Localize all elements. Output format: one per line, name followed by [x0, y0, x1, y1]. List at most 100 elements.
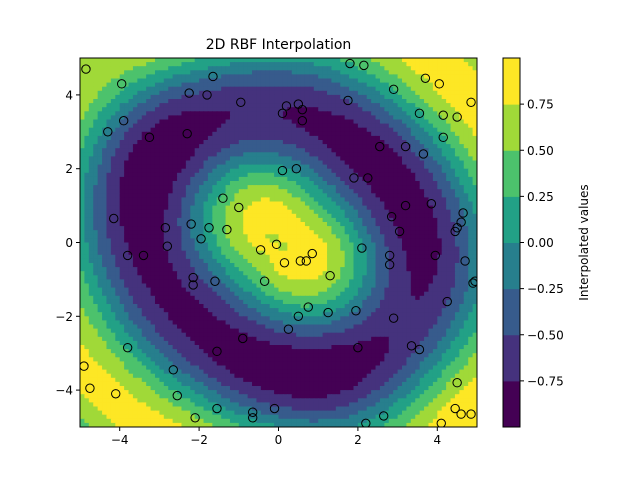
contour-cell — [349, 185, 354, 190]
contour-cell — [168, 128, 173, 133]
contour-cell — [309, 95, 314, 100]
contour-cell — [98, 120, 103, 125]
contour-cell — [265, 222, 270, 227]
contour-cell — [98, 62, 103, 67]
contour-cell — [239, 247, 244, 252]
contour-cell — [208, 267, 213, 272]
contour-cell — [349, 136, 354, 141]
contour-cell — [181, 247, 186, 252]
contour-cell — [428, 202, 433, 207]
contour-cell — [464, 66, 469, 71]
contour-cell — [323, 128, 328, 133]
contour-cell — [265, 120, 270, 125]
contour-cell — [221, 267, 226, 272]
contour-cell — [305, 173, 310, 178]
contour-cell — [181, 214, 186, 219]
contour-cell — [402, 259, 407, 264]
contour-cell — [358, 144, 363, 149]
contour-cell — [221, 124, 226, 129]
contour-cell — [80, 83, 85, 88]
contour-cell — [446, 238, 451, 243]
contour-cell — [287, 222, 292, 227]
contour-cell — [393, 111, 398, 116]
contour-cell — [129, 152, 134, 157]
contour-cell — [442, 181, 447, 186]
contour-cell — [111, 79, 116, 84]
contour-cell — [155, 103, 160, 108]
contour-cell — [252, 169, 257, 174]
contour-cell — [464, 247, 469, 252]
contour-cell — [80, 107, 85, 112]
contour-cell — [384, 247, 389, 252]
contour-cell — [230, 58, 235, 63]
contour-cell — [204, 161, 209, 166]
contour-cell — [279, 197, 284, 202]
contour-cell — [248, 218, 253, 223]
contour-cell — [164, 267, 169, 272]
contour-cell — [389, 193, 394, 198]
contour-cell — [239, 230, 244, 235]
contour-cell — [243, 91, 248, 96]
contour-cell — [371, 148, 376, 153]
contour-cell — [380, 230, 385, 235]
contour-cell — [270, 140, 275, 145]
contour-cell — [102, 202, 107, 207]
contour-cell — [464, 259, 469, 264]
contour-cell — [168, 87, 173, 92]
contour-cell — [464, 91, 469, 96]
contour-cell — [301, 226, 306, 231]
contour-cell — [173, 202, 178, 207]
contour-cell — [349, 222, 354, 227]
contour-cell — [296, 226, 301, 231]
contour-cell — [345, 263, 350, 268]
contour-cell — [292, 91, 297, 96]
contour-cell — [362, 206, 367, 211]
contour-cell — [190, 79, 195, 84]
contour-cell — [393, 95, 398, 100]
contour-cell — [296, 173, 301, 178]
contour-cell — [230, 124, 235, 129]
contour-cell — [384, 275, 389, 280]
contour-cell — [305, 95, 310, 100]
contour-cell — [406, 124, 411, 129]
contour-cell — [234, 136, 239, 141]
contour-cell — [420, 185, 425, 190]
contour-cell — [451, 189, 456, 194]
contour-cell — [217, 259, 222, 264]
contour-cell — [411, 169, 416, 174]
contour-cell — [292, 210, 297, 215]
contour-cell — [336, 115, 341, 120]
contour-cell — [362, 165, 367, 170]
contour-cell — [261, 238, 266, 243]
contour-cell — [459, 152, 464, 157]
contour-cell — [336, 87, 341, 92]
contour-cell — [376, 259, 381, 264]
contour-cell — [252, 259, 257, 264]
contour-cell — [84, 120, 89, 125]
contour-cell — [340, 91, 345, 96]
contour-cell — [459, 91, 464, 96]
contour-cell — [234, 144, 239, 149]
contour-cell — [415, 202, 420, 207]
contour-cell — [199, 115, 204, 120]
contour-cell — [314, 214, 319, 219]
contour-cell — [327, 206, 332, 211]
contour-cell — [358, 120, 363, 125]
contour-cell — [336, 161, 341, 166]
contour-cell — [98, 238, 103, 243]
contour-cell — [155, 95, 160, 100]
contour-cell — [84, 132, 89, 137]
contour-cell — [159, 181, 164, 186]
contour-cell — [424, 91, 429, 96]
contour-cell — [120, 95, 125, 100]
contour-cell — [146, 218, 151, 223]
contour-cell — [340, 132, 345, 137]
contour-cell — [111, 230, 116, 235]
contour-cell — [102, 99, 107, 104]
contour-cell — [358, 152, 363, 157]
contour-cell — [442, 58, 447, 63]
contour-cell — [217, 214, 222, 219]
contour-cell — [151, 103, 156, 108]
contour-cell — [309, 267, 314, 272]
contour-cell — [283, 271, 288, 276]
